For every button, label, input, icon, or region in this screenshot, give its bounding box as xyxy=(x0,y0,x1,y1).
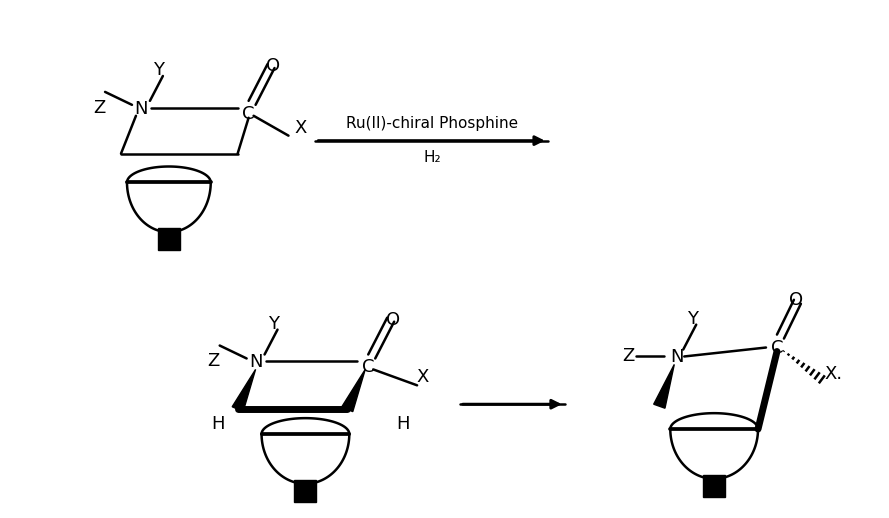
Polygon shape xyxy=(342,369,365,412)
Polygon shape xyxy=(232,369,256,412)
Text: C: C xyxy=(243,105,255,123)
Text: Y: Y xyxy=(268,314,279,333)
Text: Z: Z xyxy=(208,352,220,370)
Text: C: C xyxy=(362,358,374,377)
Text: O: O xyxy=(789,291,803,309)
Bar xyxy=(294,480,316,502)
Text: O: O xyxy=(267,57,281,75)
Text: C: C xyxy=(771,339,783,356)
Text: N: N xyxy=(249,353,262,371)
Text: Y: Y xyxy=(686,310,698,328)
Text: N: N xyxy=(670,349,684,366)
Bar xyxy=(703,475,725,497)
Text: H₂: H₂ xyxy=(423,150,441,165)
Text: H: H xyxy=(396,415,410,433)
Polygon shape xyxy=(653,365,674,408)
Text: Z: Z xyxy=(622,348,635,366)
Bar xyxy=(158,228,180,250)
Text: Z: Z xyxy=(93,99,105,117)
Text: X: X xyxy=(417,368,429,386)
Text: Ru(II)-chiral Phosphine: Ru(II)-chiral Phosphine xyxy=(346,116,518,131)
Text: O: O xyxy=(386,311,400,329)
Text: N: N xyxy=(134,100,148,118)
Text: X.: X. xyxy=(825,365,843,383)
Text: X: X xyxy=(294,119,307,137)
Text: Y: Y xyxy=(154,61,164,79)
Text: H: H xyxy=(211,415,224,433)
